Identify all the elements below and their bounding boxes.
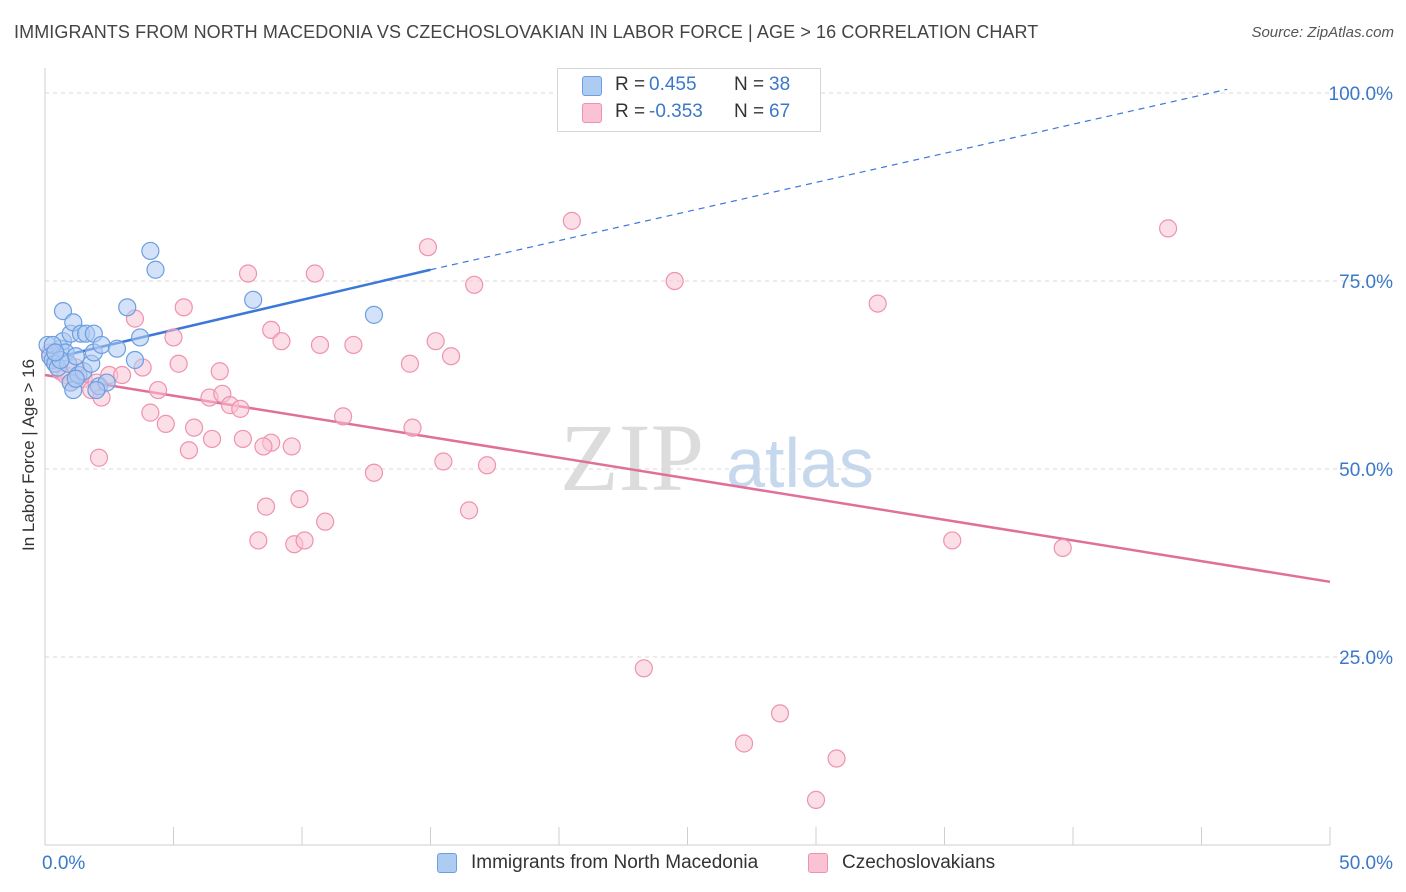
point-czechoslovakian [827,749,846,768]
point-macedonia [53,302,73,321]
point-macedonia [107,339,127,358]
legend-r-label: R = [615,74,646,95]
point-czechoslovakian [426,332,445,351]
point-czechoslovakian [295,531,314,550]
point-czechoslovakian [943,531,962,550]
point-czechoslovakian [141,403,160,422]
correlation-legend: R = 0.455 N = 38 R = -0.353 N = 67 [557,68,821,132]
point-czechoslovakian [164,328,183,347]
y-tick-label: 100.0% [1329,84,1394,105]
point-czechoslovakian [169,354,188,373]
point-czechoslovakian [233,429,252,449]
legend-r-value: -0.353 [649,101,703,122]
legend-swatch-macedonia [582,76,602,96]
legend-r-value: 0.455 [649,74,697,95]
point-czechoslovakian [403,418,422,437]
point-czechoslovakian [156,414,175,434]
point-czechoslovakian [316,512,335,531]
point-macedonia [130,328,150,347]
trend-extension-macedonia [430,88,1228,271]
point-czechoslovakian [184,418,204,437]
point-czechoslovakian [806,790,826,809]
y-axis-label: In Labor Force | Age > 16 [19,358,38,552]
point-czechoslovakian [238,264,258,283]
tick-labels: 25.0% 50.0% 75.0% 100.0% 0.0% 50.0% [42,84,1393,874]
point-czechoslovakian [770,704,790,723]
gridlines [45,92,1392,658]
legend-n-value: 67 [769,101,791,122]
watermark-atlas: atlas [726,424,874,502]
point-macedonia [66,347,85,366]
point-macedonia [66,369,85,388]
point-czechoslovakian [418,238,438,257]
series-name-macedonia: Immigrants from North Macedonia [471,852,759,873]
series-name-czechoslovakian: Czechoslovakians [842,852,996,873]
series-swatch-macedonia [437,853,457,873]
point-czechoslovakian [305,264,324,283]
point-czechoslovakian [262,320,281,340]
point-czechoslovakian [334,407,353,426]
point-czechoslovakian [310,335,330,355]
point-czechoslovakian [202,429,222,449]
watermark: ZIP atlas [560,404,874,511]
x-tick-label-min: 0.0% [42,853,85,874]
trend-line-czechoslovakian [44,373,1331,584]
point-czechoslovakian [562,211,581,230]
legend-n-label: N = [734,101,765,122]
point-macedonia [125,350,145,370]
point-czechoslovakian [459,501,479,520]
point-czechoslovakian [1158,219,1178,238]
data-points [38,211,1178,809]
point-czechoslovakian [400,354,420,373]
point-czechoslovakian [477,456,497,475]
point-macedonia [46,343,65,362]
point-czechoslovakian [254,437,273,456]
axes [44,68,1331,846]
x-tick-label-max: 50.0% [1339,853,1393,874]
point-macedonia [244,290,263,309]
legend-n-value: 38 [769,74,791,95]
y-tick-label: 75.0% [1339,272,1393,293]
legend-r-label: R = [615,101,646,122]
point-czechoslovakian [112,365,132,385]
point-czechoslovakian [210,362,229,381]
point-czechoslovakian [1053,538,1072,558]
point-macedonia [141,241,160,261]
series-swatch-czechoslovakian [808,853,828,873]
point-czechoslovakian [282,437,301,456]
point-czechoslovakian [174,298,193,317]
point-macedonia [364,305,384,324]
point-czechoslovakian [364,463,384,482]
point-czechoslovakian [89,448,109,467]
point-czechoslovakian [734,734,754,753]
point-czechoslovakian [231,399,250,418]
watermark-zip: ZIP [560,404,704,511]
legend-n-label: N = [734,74,765,95]
point-czechoslovakian [290,489,309,509]
y-tick-label: 25.0% [1339,648,1393,669]
point-czechoslovakian [249,531,268,550]
point-czechoslovakian [868,294,887,313]
point-czechoslovakian [256,497,276,516]
point-czechoslovakian [465,275,484,294]
point-czechoslovakian [344,335,363,355]
source-credit: Source: ZipAtlas.com [1251,24,1394,41]
point-czechoslovakian [434,452,453,471]
point-macedonia [87,380,106,400]
point-macedonia [92,335,111,355]
point-czechoslovakian [634,659,653,678]
point-czechoslovakian [148,380,168,400]
legend-swatch-czechoslovakian [582,103,602,123]
point-macedonia [146,260,165,279]
chart-title: IMMIGRANTS FROM NORTH MACEDONIA VS CZECH… [14,22,1039,42]
point-czechoslovakian [179,441,199,460]
point-czechoslovakian [665,271,684,291]
y-tick-label: 50.0% [1339,460,1393,481]
point-czechoslovakian [272,332,291,351]
point-macedonia [118,298,137,317]
point-czechoslovakian [441,347,461,366]
